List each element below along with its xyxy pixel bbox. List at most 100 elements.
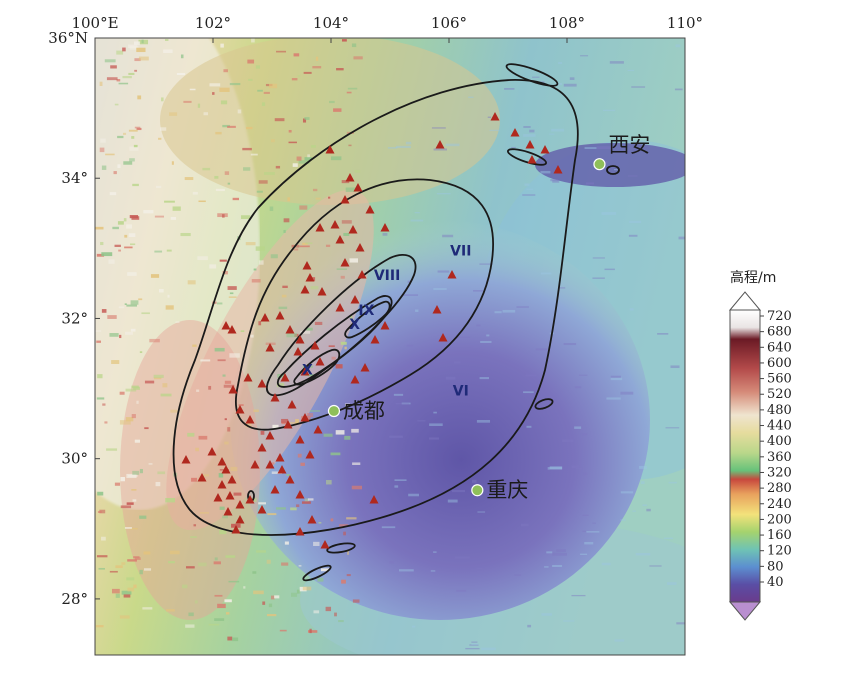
terrain-speckle	[276, 383, 285, 388]
aftershock-marker	[553, 165, 563, 174]
aftershock-marker	[295, 490, 305, 499]
intensity-zone-label: X	[302, 363, 313, 379]
aftershock-marker	[231, 525, 241, 534]
aftershock-marker	[330, 220, 340, 229]
aftershock-marker	[307, 515, 317, 524]
terrain-speckle	[155, 185, 162, 189]
terrain-speckle	[136, 400, 139, 404]
terrain-speckle	[163, 49, 173, 54]
x-tick-label: 104°	[313, 14, 349, 32]
terrain-speckle	[95, 625, 104, 628]
colorbar-label: 520	[767, 387, 792, 402]
terrain-speckle	[190, 536, 197, 538]
terrain-speckle	[552, 564, 563, 568]
terrain-speckle	[571, 465, 580, 468]
terrain-speckle	[451, 489, 466, 493]
aftershock-marker	[370, 335, 380, 344]
terrain-speckle	[209, 264, 217, 269]
aftershock-marker	[228, 385, 238, 394]
terrain-speckle	[120, 505, 132, 509]
aftershock-marker	[235, 500, 245, 509]
terrain-speckle	[433, 551, 437, 553]
terrain-speckle	[476, 567, 483, 569]
terrain-speckle	[270, 254, 278, 259]
terrain-speckle	[269, 206, 274, 211]
terrain-speckle	[456, 589, 467, 592]
terrain-speckle	[601, 212, 617, 215]
aftershock-marker	[217, 480, 227, 489]
terrain-speckle	[502, 309, 516, 313]
terrain-speckle	[552, 552, 567, 556]
terrain-speckle	[136, 47, 146, 53]
terrain-speckle	[227, 286, 237, 290]
terrain-speckle	[96, 555, 108, 558]
terrain-speckle	[341, 39, 347, 42]
terrain-speckle	[289, 422, 297, 424]
terrain-speckle	[477, 511, 486, 513]
terrain-speckle	[320, 568, 330, 572]
terrain-speckle	[110, 65, 117, 69]
city-label: 重庆	[486, 478, 528, 502]
terrain-speckle	[109, 333, 119, 337]
terrain-speckle	[212, 92, 215, 95]
aftershock-marker	[447, 270, 457, 279]
terrain-speckle	[523, 134, 536, 137]
terrain-speckle	[297, 453, 302, 458]
aftershock-marker	[265, 460, 275, 469]
terrain-speckle	[219, 506, 225, 510]
terrain-speckle	[415, 309, 419, 312]
terrain-speckle	[132, 183, 139, 187]
contour-small-1	[505, 63, 559, 87]
terrain-speckle	[339, 524, 349, 527]
terrain-speckle	[292, 163, 298, 167]
terrain-speckle	[109, 570, 118, 573]
terrain-speckle	[331, 356, 336, 360]
terrain-speckle	[119, 391, 125, 395]
terrain-speckle	[527, 624, 532, 628]
terrain-speckle	[335, 430, 345, 435]
aftershock-marker	[265, 431, 275, 440]
terrain-speckle	[302, 242, 308, 245]
terrain-speckle	[430, 570, 436, 572]
terrain-speckle	[223, 69, 228, 73]
terrain-speckle	[227, 182, 231, 185]
terrain-speckle	[270, 139, 275, 143]
terrain-speckle	[213, 561, 221, 565]
x-tick-label: 106°	[431, 14, 467, 32]
terrain-speckle	[657, 332, 669, 335]
aftershock-marker	[270, 393, 280, 402]
terrain-speckle	[408, 493, 420, 497]
terrain-speckle	[620, 391, 634, 395]
terrain-speckle	[175, 321, 180, 323]
aftershock-marker	[213, 493, 223, 502]
terrain-speckle	[118, 82, 129, 85]
terrain-speckle	[142, 607, 153, 610]
terrain-speckle	[298, 160, 310, 164]
terrain-speckle	[303, 71, 312, 74]
terrain-speckle	[99, 509, 106, 514]
terrain-speckle	[122, 75, 132, 79]
terrain-speckle	[471, 479, 477, 483]
terrain-speckle	[191, 477, 197, 482]
terrain-speckle	[183, 100, 192, 103]
terrain-speckle	[130, 300, 139, 305]
terrain-speckle	[243, 586, 246, 589]
intensity-contours	[172, 63, 620, 582]
terrain-speckle	[486, 334, 490, 337]
terrain-speckle	[200, 359, 211, 362]
terrain-speckle	[172, 206, 181, 211]
aftershock-marker	[245, 495, 255, 504]
terrain-speckle	[335, 364, 343, 369]
x-tick-label: 100°E	[71, 14, 118, 32]
terrain-speckle	[317, 577, 324, 582]
terrain-speckle	[214, 557, 218, 561]
terrain-speckle	[250, 334, 254, 338]
aftershock-marker	[280, 373, 290, 382]
terrain-speckle	[310, 145, 316, 148]
terrain-speckle	[354, 169, 361, 173]
terrain-speckle	[301, 501, 311, 504]
terrain-speckle	[347, 87, 358, 90]
terrain-speckle	[227, 427, 231, 432]
terrain-speckle	[113, 171, 117, 175]
terrain-speckle	[549, 133, 555, 135]
